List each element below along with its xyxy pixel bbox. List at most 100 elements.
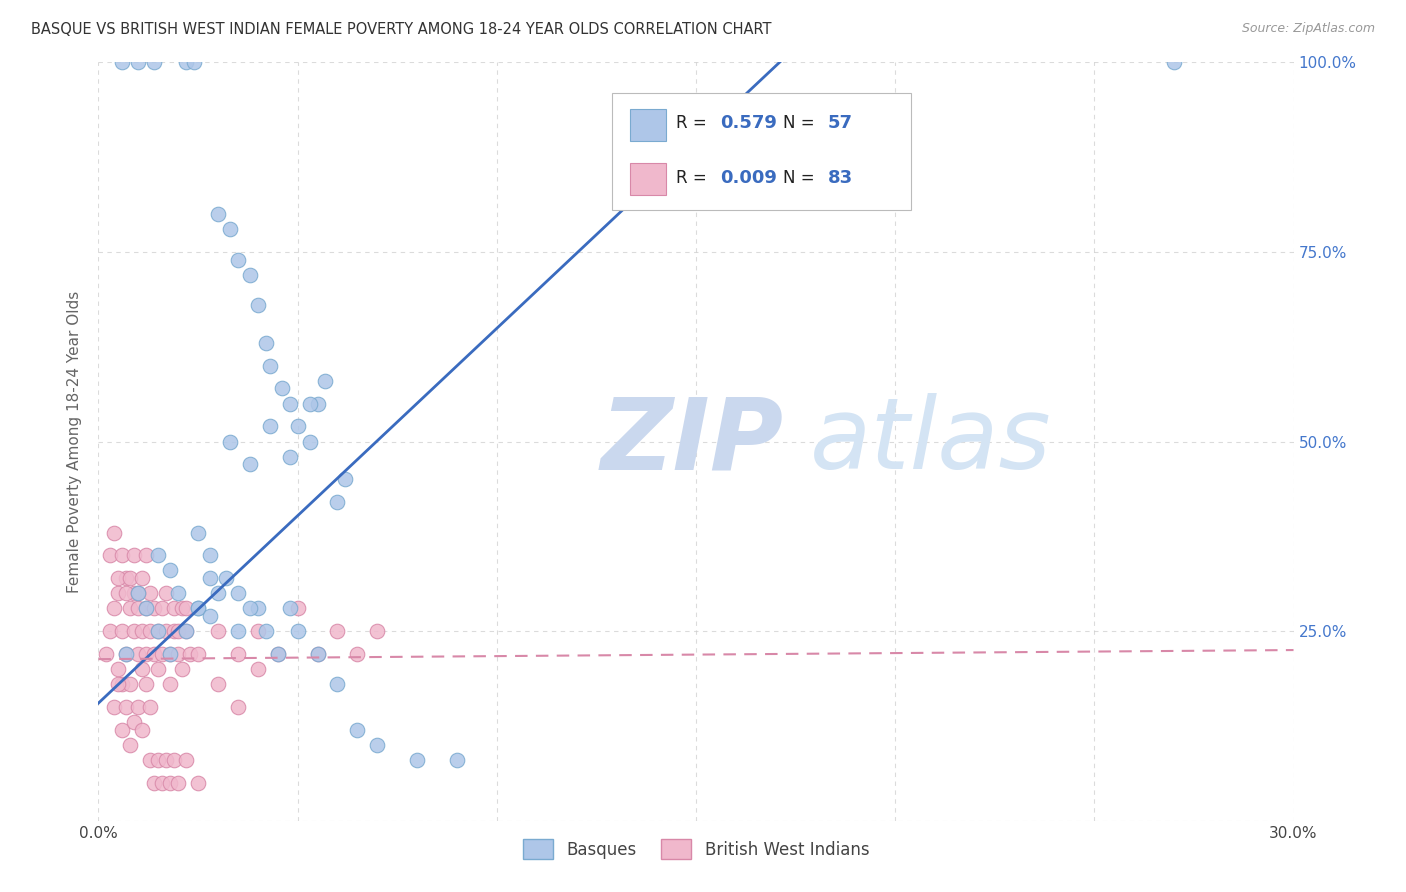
Point [111, 548, 134, 563]
Text: atlas: atlas [810, 393, 1052, 490]
Point [111, 723, 134, 737]
Point [198, 571, 221, 585]
Point [326, 495, 349, 509]
Point [98, 624, 122, 639]
Point [219, 434, 242, 449]
Text: Source: ZipAtlas.com: Source: ZipAtlas.com [1241, 22, 1375, 36]
Point [131, 571, 153, 585]
Point [155, 753, 177, 767]
Text: R =: R = [676, 169, 711, 187]
Point [120, 738, 142, 752]
Text: N =: N = [783, 114, 820, 132]
Point [267, 647, 290, 661]
Point [267, 647, 290, 661]
Point [163, 753, 186, 767]
Point [226, 647, 249, 661]
Point [298, 434, 321, 449]
Point [124, 624, 146, 639]
Point [159, 647, 181, 661]
Point [226, 586, 249, 600]
Point [174, 601, 197, 615]
Point [246, 601, 269, 615]
Point [335, 473, 357, 487]
Point [307, 647, 329, 661]
Point [150, 647, 173, 661]
Text: 0.579: 0.579 [720, 114, 776, 132]
Point [246, 624, 269, 639]
Point [127, 699, 149, 714]
Point [98, 548, 122, 563]
Point [254, 624, 277, 639]
Point [139, 699, 162, 714]
Point [103, 525, 125, 540]
Point [150, 776, 173, 790]
Point [159, 776, 181, 790]
Point [135, 548, 157, 563]
Text: 57: 57 [827, 114, 852, 132]
Point [120, 677, 142, 691]
Point [107, 571, 129, 585]
Legend: Basques, British West Indians: Basques, British West Indians [516, 833, 876, 865]
Text: BASQUE VS BRITISH WEST INDIAN FEMALE POVERTY AMONG 18-24 YEAR OLDS CORRELATION C: BASQUE VS BRITISH WEST INDIAN FEMALE POV… [31, 22, 772, 37]
Point [124, 548, 146, 563]
Point [207, 586, 229, 600]
Point [366, 624, 388, 639]
Point [446, 753, 468, 767]
Point [148, 753, 170, 767]
Text: 83: 83 [827, 169, 852, 187]
Point [131, 723, 153, 737]
Point [187, 601, 209, 615]
Point [143, 647, 166, 661]
FancyBboxPatch shape [613, 93, 911, 211]
Point [155, 586, 177, 600]
Point [239, 458, 262, 472]
Point [226, 699, 249, 714]
Point [115, 699, 138, 714]
Point [127, 586, 149, 600]
Point [163, 624, 186, 639]
Point [159, 677, 181, 691]
Point [246, 662, 269, 676]
Point [187, 525, 209, 540]
Point [155, 624, 177, 639]
Point [215, 571, 238, 585]
Point [326, 624, 349, 639]
Point [107, 662, 129, 676]
Point [131, 624, 153, 639]
Point [159, 564, 181, 578]
Point [406, 753, 429, 767]
Point [259, 419, 281, 434]
Point [115, 586, 138, 600]
Point [254, 335, 277, 350]
Point [127, 55, 149, 70]
Point [174, 753, 197, 767]
Point [226, 624, 249, 639]
Point [167, 647, 190, 661]
Point [127, 601, 149, 615]
Point [315, 374, 337, 388]
Point [150, 601, 173, 615]
Point [148, 662, 170, 676]
Point [239, 601, 262, 615]
Point [135, 677, 157, 691]
Point [287, 624, 309, 639]
Point [124, 715, 146, 730]
Point [278, 396, 301, 410]
Point [124, 586, 146, 600]
Point [298, 396, 321, 410]
Point [287, 419, 309, 434]
Point [198, 548, 221, 563]
Point [127, 647, 149, 661]
Point [366, 738, 388, 752]
Point [120, 571, 142, 585]
Point [103, 699, 125, 714]
Point [207, 624, 229, 639]
Point [115, 647, 138, 661]
Point [139, 586, 162, 600]
Point [103, 601, 125, 615]
Point [107, 586, 129, 600]
Point [239, 268, 262, 282]
Point [183, 55, 205, 70]
Point [172, 662, 194, 676]
Point [111, 55, 134, 70]
